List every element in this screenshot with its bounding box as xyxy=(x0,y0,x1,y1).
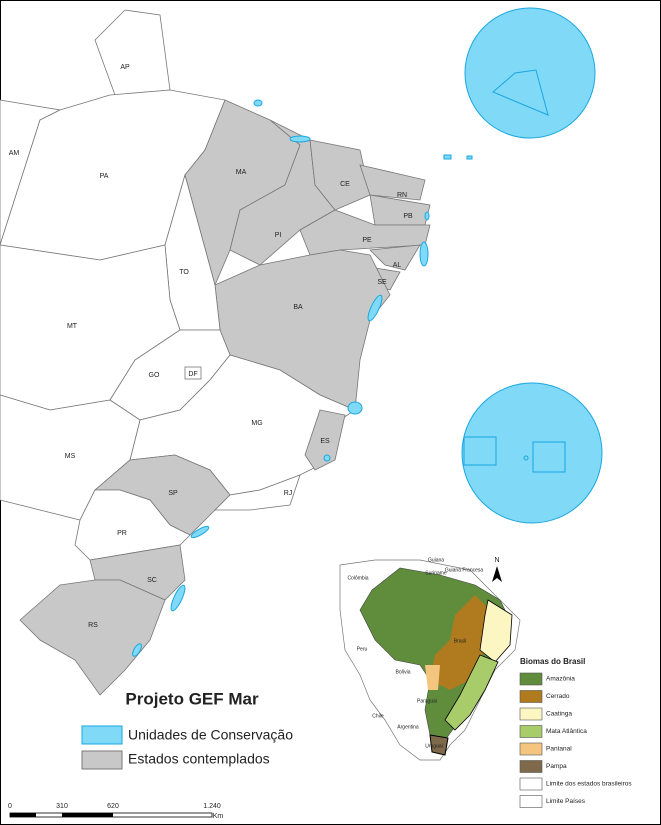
country-label: Argentina xyxy=(397,724,419,730)
country-label: Brasil xyxy=(454,638,467,644)
biome-legend-title: Biomas do Brasil xyxy=(520,657,585,666)
biome-swatch xyxy=(519,707,543,721)
state-label: SE xyxy=(377,279,387,286)
biome-label: Limite Países xyxy=(546,798,586,805)
state-label: RS xyxy=(88,622,98,629)
biome-label: Pampa xyxy=(546,763,567,770)
state-label: AM xyxy=(9,150,20,157)
country-label: Colômbia xyxy=(347,575,368,581)
country-label: Peru xyxy=(357,646,368,652)
state-label: PB xyxy=(403,213,413,220)
biome-swatch xyxy=(519,725,543,738)
biome-swatch xyxy=(519,672,543,686)
state-label: AL xyxy=(393,262,402,269)
state-label: ES xyxy=(320,438,330,445)
state-label: PR xyxy=(117,530,127,537)
state-label: GO xyxy=(149,372,160,379)
inset-map: N Guiana Suriname Guiana Francesa Colômb… xyxy=(338,548,521,761)
state-label: MG xyxy=(251,420,262,427)
scale-bar: 0 310 620 1.240 Km xyxy=(8,803,223,820)
conservation-units xyxy=(132,7,603,657)
country-label: Uruguai xyxy=(425,743,443,749)
map-title: Projeto GEF Mar xyxy=(125,689,259,708)
biome-swatch xyxy=(519,742,543,756)
legend: Unidades de Conservação Estados contempl… xyxy=(81,725,293,770)
country-label: Paraguai xyxy=(417,698,437,704)
biome-legend: Biomas do Brasil Amazônia Cerrado Caatinga… xyxy=(519,657,632,808)
biome-label: Cerrado xyxy=(546,693,570,700)
state-labels: AP AM PA MA CE RN PB PI PE AL SE TO BA M… xyxy=(9,64,413,629)
states xyxy=(0,9,431,696)
state-label: SP xyxy=(168,490,178,497)
state-label: RN xyxy=(397,192,407,199)
state-label: DF xyxy=(188,371,197,378)
biome-swatch xyxy=(519,795,543,808)
scale-label: 1.240 xyxy=(203,803,221,810)
biome-label: Limite dos estados brasileiros xyxy=(546,781,632,788)
legend-swatch xyxy=(81,750,123,770)
state-label: MT xyxy=(67,323,78,330)
state-label: MA xyxy=(236,169,247,176)
scale-label: 0 xyxy=(8,803,12,810)
biome-label: Mata Atlântica xyxy=(546,728,587,735)
biome-label: Caatinga xyxy=(546,711,572,718)
country-label: Bolívia xyxy=(395,669,410,675)
biome-swatch xyxy=(519,760,543,773)
state-label: MS xyxy=(65,453,76,460)
country-label: Guiana xyxy=(428,557,444,563)
legend-label: Unidades de Conservação xyxy=(128,727,293,743)
biome-swatch xyxy=(519,777,543,791)
scale-unit: Km xyxy=(213,813,224,820)
state-label: PA xyxy=(100,173,109,180)
scale-label: 620 xyxy=(107,803,119,810)
state-label: SC xyxy=(147,577,157,584)
state-label: PE xyxy=(362,237,372,244)
biome-swatch xyxy=(519,690,543,703)
state-label: CE xyxy=(340,181,350,188)
country-label: Guiana Francesa xyxy=(445,567,484,573)
legend-swatch xyxy=(81,725,123,745)
country-label: Chile xyxy=(372,713,384,719)
state-label: TO xyxy=(179,269,189,276)
state-label: RJ xyxy=(284,490,293,497)
state-label: AP xyxy=(120,64,130,71)
state-label: PI xyxy=(275,232,282,239)
north-arrow: N xyxy=(494,557,499,564)
biome-label: Amazônia xyxy=(546,676,575,683)
state-label: BA xyxy=(293,304,303,311)
biome-label: Pantanal xyxy=(546,746,572,753)
legend-label: Estados contemplados xyxy=(128,751,270,767)
scale-label: 310 xyxy=(56,803,68,810)
country-label: Suriname xyxy=(425,570,447,576)
